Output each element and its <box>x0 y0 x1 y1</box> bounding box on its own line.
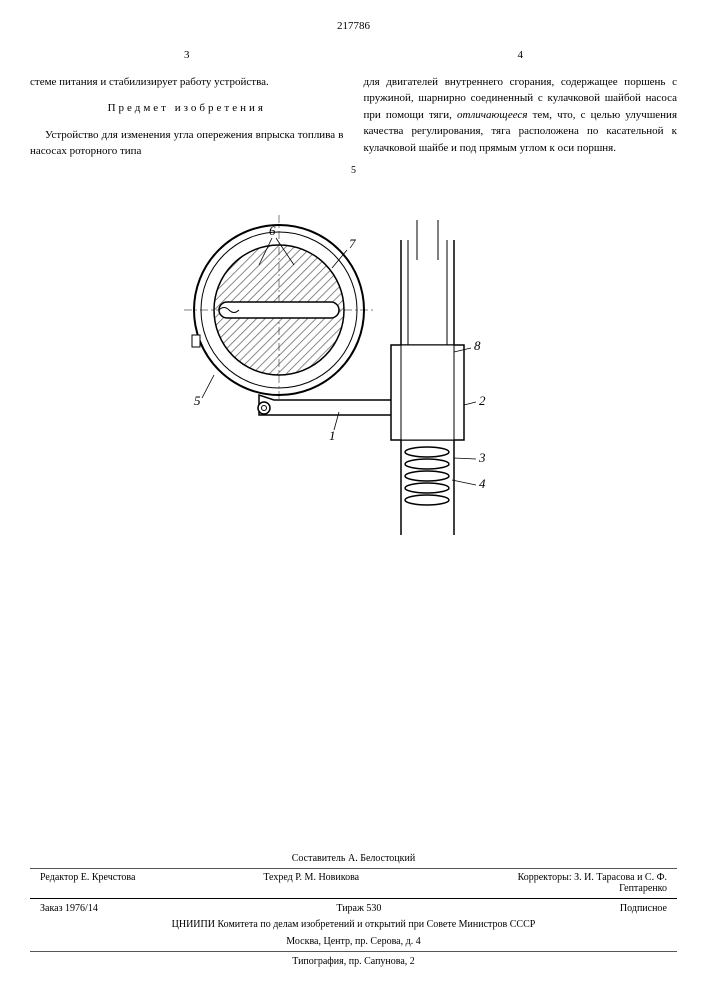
left-para-1: стеме питания и стабилизирует работу уст… <box>30 74 344 91</box>
right-para-italic: отличающееся <box>457 109 527 121</box>
document-number: 217786 <box>30 20 677 32</box>
footer-address: Москва, Центр, пр. Серова, д. 4 <box>30 933 677 950</box>
right-para-1: для двигателей внутреннего сгорания, сод… <box>364 74 678 157</box>
footer-typography: Типография, пр. Сапунова, 2 <box>30 953 677 970</box>
diagram-label-5: 5 <box>194 393 201 408</box>
footer-editor: Редактор Е. Кречстова <box>40 872 135 894</box>
footer-order: Заказ 1976/14 <box>40 903 98 914</box>
footer-tirazh: Тираж 530 <box>336 903 381 914</box>
text-columns: 3 стеме питания и стабилизирует работу у… <box>30 47 677 160</box>
diagram-label-7: 7 <box>349 236 356 251</box>
left-para-2: Устройство для изменения угла опережения… <box>30 127 344 160</box>
footer-org: ЦНИИПИ Комитета по делам изобретений и о… <box>30 916 677 933</box>
right-column: 4 для двигателей внутреннего сгорания, с… <box>364 47 678 160</box>
footer-podpisnoe: Подписное <box>620 903 667 914</box>
footer-correctors: Корректоры: З. И. Тарасова и С. Ф. Гепта… <box>487 872 667 894</box>
technical-diagram: 6 7 5 1 8 2 3 4 <box>164 190 544 570</box>
diagram-label-6: 6 <box>269 223 276 238</box>
left-col-number: 3 <box>30 47 344 64</box>
footer-techred: Техред Р. М. Новикова <box>263 872 359 894</box>
diagram-label-1: 1 <box>329 428 336 443</box>
diagram-label-4: 4 <box>479 476 486 491</box>
diagram-label-2: 2 <box>479 393 486 408</box>
footer-composer: Составитель А. Белостоцкий <box>30 850 677 867</box>
section-title: Предмет изобретения <box>30 100 344 117</box>
right-col-number: 4 <box>364 47 678 64</box>
diagram-label-3: 3 <box>478 450 486 465</box>
left-column: 3 стеме питания и стабилизирует работу у… <box>30 47 344 160</box>
footer: Составитель А. Белостоцкий Редактор Е. К… <box>30 850 677 970</box>
line-number-5: 5 <box>351 165 356 176</box>
diagram-label-8: 8 <box>474 338 481 353</box>
